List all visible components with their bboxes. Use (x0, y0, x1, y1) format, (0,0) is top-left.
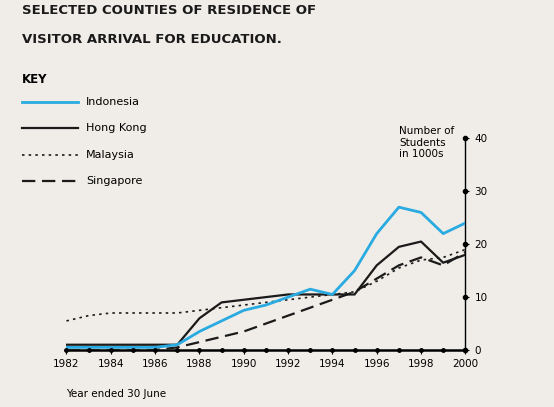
Text: Malaysia: Malaysia (86, 150, 135, 160)
Text: VISITOR ARRIVAL FOR EDUCATION.: VISITOR ARRIVAL FOR EDUCATION. (22, 33, 282, 46)
Text: SELECTED COUNTIES OF RESIDENCE OF: SELECTED COUNTIES OF RESIDENCE OF (22, 4, 316, 17)
Text: Indonesia: Indonesia (86, 97, 140, 107)
Text: Year ended 30 June: Year ended 30 June (66, 389, 167, 399)
Text: Singapore: Singapore (86, 176, 142, 186)
Text: KEY: KEY (22, 73, 48, 86)
Text: Hong Kong: Hong Kong (86, 123, 146, 133)
Text: Number of
Students
in 1000s: Number of Students in 1000s (399, 126, 454, 160)
